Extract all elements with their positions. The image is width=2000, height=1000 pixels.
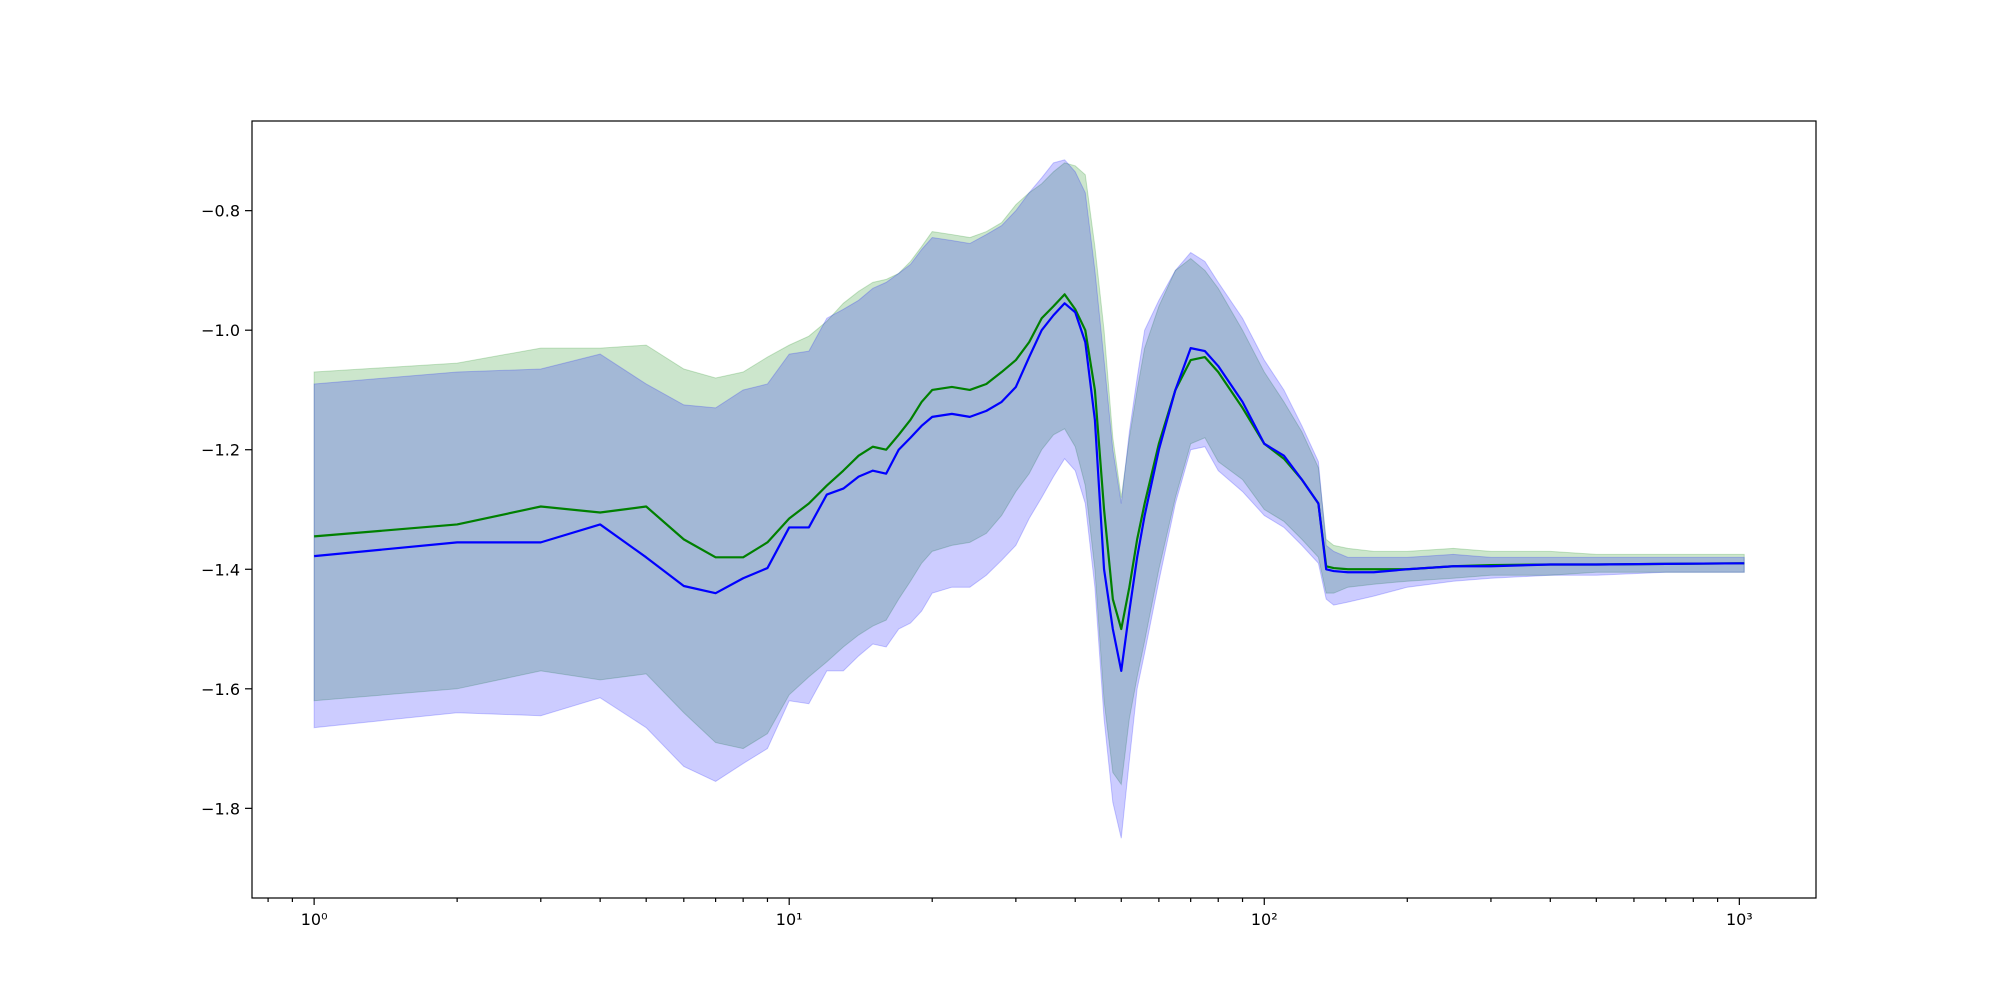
series-2-band [313, 159, 1745, 839]
y-tick-label: −1.2 [201, 441, 240, 460]
y-tick-label: −1.6 [201, 680, 240, 699]
y-tick-label: −0.8 [201, 202, 240, 221]
x-tick-label: 10¹ [776, 910, 803, 929]
series-2-line [314, 302, 1745, 672]
x-tick-label: 10³ [1726, 910, 1753, 929]
y-tick-label: −1.8 [201, 799, 240, 818]
x-axis: 10⁰ 10¹ 10² 10³ [267, 898, 1753, 929]
plot-frame [251, 120, 1817, 899]
y-tick-label: −1.4 [201, 560, 240, 579]
confidence-bands [313, 159, 1745, 839]
series-lines [314, 293, 1745, 672]
x-tick-label: 10⁰ [301, 910, 328, 929]
x-tick-label: 10² [1251, 910, 1278, 929]
series-1-band [313, 162, 1745, 786]
y-axis: −0.8 −1.0 −1.2 −1.4 −1.6 −1.8 [201, 202, 252, 818]
y-tick-label: −1.0 [201, 321, 240, 340]
series-1-line [314, 293, 1745, 631]
